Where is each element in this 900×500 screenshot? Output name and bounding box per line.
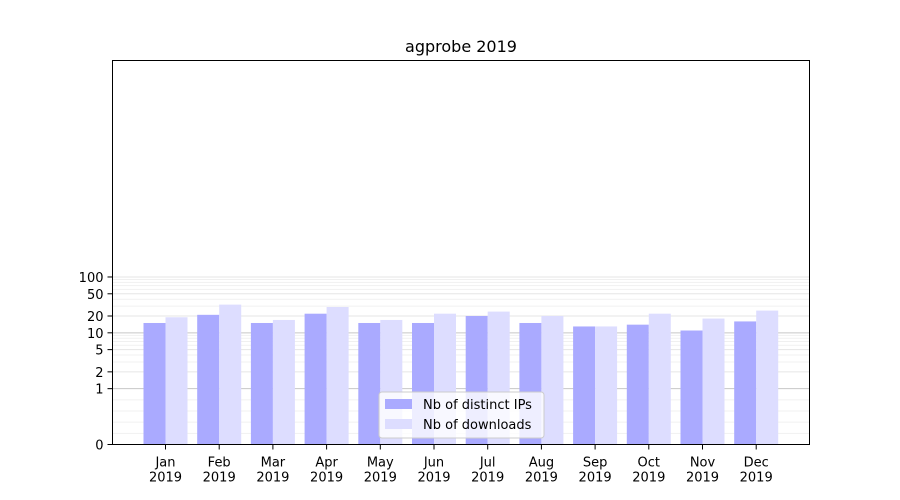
y-tick-label: 1	[95, 383, 103, 398]
y-tick-label: 50	[87, 288, 104, 303]
legend: Nb of distinct IPs Nb of downloads	[378, 391, 545, 439]
y-tick-label: 100	[79, 271, 104, 286]
x-tick-label-year: 2019	[632, 471, 665, 486]
x-tick-label-month: Feb	[208, 456, 231, 471]
x-tick-label-year: 2019	[579, 471, 612, 486]
bar	[756, 310, 779, 445]
x-tick-label-month: Dec	[744, 456, 769, 471]
x-tick-label-month: Aug	[529, 456, 554, 471]
x-tick-label-year: 2019	[525, 471, 558, 486]
x-tick-label-month: May	[367, 456, 394, 471]
y-tick-label: 20	[87, 310, 104, 325]
y-axis: 0 1 2 5 10 20 50 100	[79, 271, 113, 454]
x-tick-label-year: 2019	[310, 471, 343, 486]
x-tick-label-month: Apr	[315, 456, 338, 471]
bar	[648, 313, 671, 445]
bar	[165, 317, 188, 445]
bar	[197, 314, 220, 445]
y-tick-label: 2	[95, 366, 103, 381]
x-tick-label-year: 2019	[256, 471, 289, 486]
chart-title: agprobe 2019	[405, 37, 517, 56]
bar	[219, 304, 242, 445]
plot-frame	[112, 60, 810, 445]
bar	[702, 318, 725, 445]
bar	[143, 322, 166, 445]
legend-swatch	[385, 419, 412, 429]
y-tick-label: 0	[95, 439, 103, 454]
x-tick-label-year: 2019	[417, 471, 450, 486]
x-tick-label-year: 2019	[203, 471, 236, 486]
legend-box	[378, 391, 545, 439]
bar	[541, 316, 564, 445]
x-tick-label-year: 2019	[471, 471, 504, 486]
bar	[573, 326, 596, 445]
bar	[250, 322, 273, 445]
bar	[358, 322, 381, 445]
x-tick-label-year: 2019	[740, 471, 773, 486]
legend-label: Nb of downloads	[423, 418, 532, 433]
bar	[734, 321, 757, 445]
x-tick-label-year: 2019	[364, 471, 397, 486]
x-tick-label-year: 2019	[686, 471, 719, 486]
bar	[326, 306, 349, 445]
bars	[143, 304, 779, 445]
y-tick-label: 10	[87, 327, 104, 342]
y-tick-label: 5	[95, 344, 103, 359]
legend-label: Nb of distinct IPs	[423, 398, 532, 413]
x-tick-label-month: Jul	[479, 456, 496, 471]
bar	[595, 326, 618, 445]
bar	[272, 319, 295, 445]
bar	[626, 324, 649, 445]
x-tick-label-month: Jan	[154, 456, 175, 471]
legend-swatch	[385, 399, 412, 409]
x-tick-label-month: Oct	[638, 456, 660, 471]
x-tick-label-month: Nov	[690, 456, 716, 471]
x-tick-label-month: Mar	[261, 456, 286, 471]
x-axis: Jan2019Feb2019Mar2019Apr2019May2019Jun20…	[149, 444, 773, 486]
bar	[304, 313, 327, 445]
bar	[680, 330, 703, 445]
x-tick-label-month: Jun	[423, 456, 444, 471]
x-tick-label-year: 2019	[149, 471, 182, 486]
x-tick-label-month: Sep	[583, 456, 608, 471]
